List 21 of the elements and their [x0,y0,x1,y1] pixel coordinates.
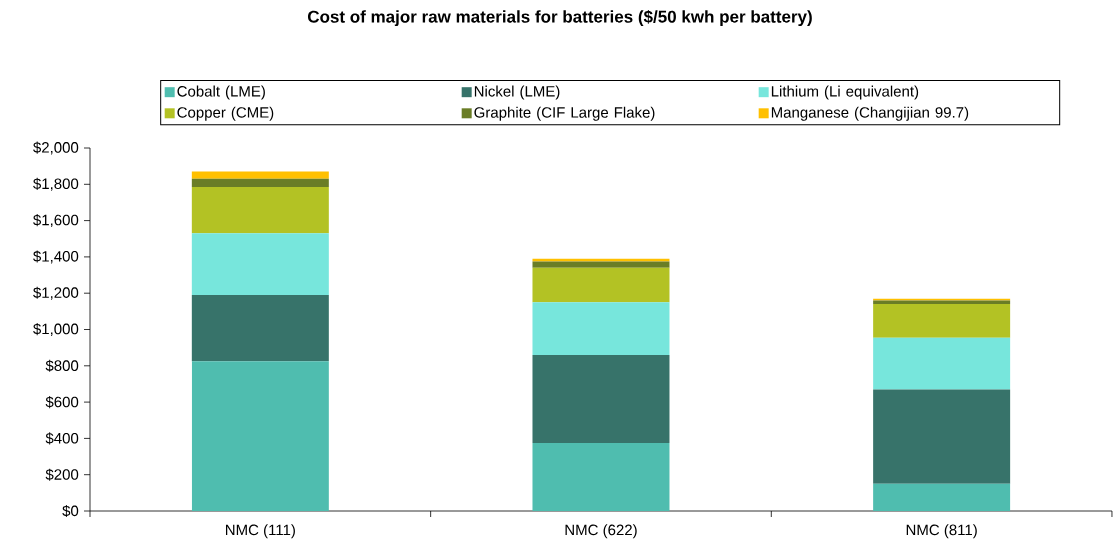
x-tick-label: NMC (111) [225,524,295,539]
y-tick-label: $800 [45,359,79,372]
y-tick-label: $400 [45,432,79,445]
x-tick-label: NMC (811) [906,524,977,539]
y-tick-label: $2,000 [33,141,79,155]
y-tick-label: $600 [45,396,79,409]
legend-label: Copper (CME) [177,106,274,121]
y-tick-label: $0 [62,504,79,518]
y-tick-label: $1,800 [33,177,79,191]
legend-label: Cobalt (LME) [177,85,265,100]
y-tick-label: $1,400 [33,250,79,264]
x-tick-label: NMC (622) [565,524,637,539]
legend-label: Lithium (Li equivalent) [771,85,919,100]
chart-title: Cost of major raw materials for batteries ($/50 kwh per battery) [307,9,812,27]
y-tick-label: $200 [45,468,79,481]
legend-label: Manganese (Changijian 99.7) [771,106,969,121]
y-tick-label: $1,600 [33,214,79,228]
legend-label: Nickel (LME) [474,85,560,100]
legend-label: Graphite (CIF Large Flake) [474,106,655,121]
y-tick-label: $1,200 [33,286,79,300]
y-tick-label: $1,000 [33,322,79,337]
